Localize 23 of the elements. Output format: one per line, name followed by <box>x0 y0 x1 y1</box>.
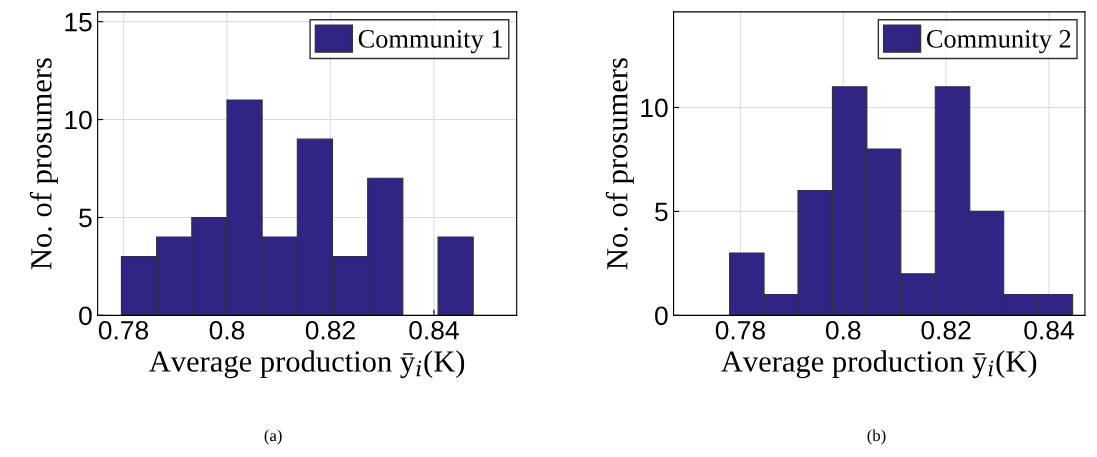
y-axis-title: No. of prosumers <box>29 58 58 270</box>
text: (a) <box>264 429 282 445</box>
y-tick-label: 0 <box>655 306 668 326</box>
x-tick-label: 0.82 <box>921 320 971 340</box>
x-axis-title: Average production ȳ$_{i}$(K) <box>721 350 1037 379</box>
x-tick-label: 0.8 <box>825 320 861 340</box>
y-axis-title: No. of prosumers <box>605 58 634 270</box>
x-tick-label: 0.8 <box>209 320 245 340</box>
y-tick-label: 10 <box>641 98 668 118</box>
x-tick-label: 0.84 <box>409 320 459 340</box>
y-tick-label: 0 <box>79 306 92 326</box>
x-axis-title: Average production ȳ$_{i}$(K) <box>149 350 465 379</box>
x-tick-label: 0.84 <box>1024 320 1074 340</box>
y-tick-label: 10 <box>65 110 92 130</box>
legend-label: Community 2 <box>926 30 1071 54</box>
text: (b) <box>867 429 886 445</box>
y-tick-label: 5 <box>79 208 92 228</box>
x-tick-label: 0.82 <box>305 320 355 340</box>
x-tick-label: 0.78 <box>715 320 765 340</box>
y-tick-label: 5 <box>655 202 668 222</box>
legend-label: Community 1 <box>358 30 502 54</box>
x-tick-label: 0.78 <box>98 320 149 340</box>
y-tick-label: 15 <box>65 13 92 32</box>
